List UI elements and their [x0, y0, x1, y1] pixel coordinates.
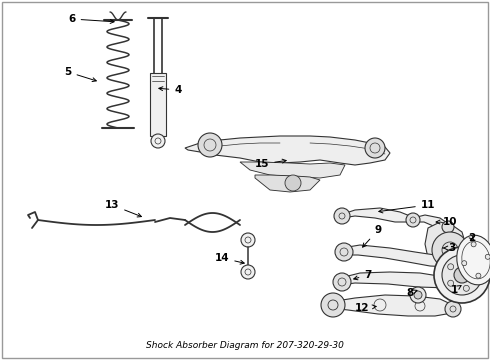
Circle shape: [442, 255, 458, 271]
Text: 5: 5: [64, 67, 97, 82]
Polygon shape: [340, 208, 415, 222]
Text: 3: 3: [443, 243, 456, 253]
Circle shape: [476, 273, 481, 278]
Circle shape: [462, 261, 467, 266]
Text: 10: 10: [436, 217, 457, 227]
Text: 13: 13: [105, 200, 142, 217]
Polygon shape: [413, 215, 450, 230]
Text: 7: 7: [354, 270, 372, 280]
Text: 8: 8: [406, 288, 417, 298]
Circle shape: [442, 221, 454, 233]
Circle shape: [241, 233, 255, 247]
Circle shape: [434, 247, 490, 303]
Circle shape: [442, 255, 482, 295]
Circle shape: [445, 301, 461, 317]
Circle shape: [321, 293, 345, 317]
Circle shape: [198, 133, 222, 157]
Circle shape: [448, 264, 454, 270]
Text: 1: 1: [450, 285, 461, 295]
Circle shape: [473, 272, 479, 278]
Circle shape: [485, 254, 490, 259]
Polygon shape: [425, 222, 465, 272]
Circle shape: [432, 232, 468, 268]
Ellipse shape: [457, 235, 490, 285]
Circle shape: [241, 265, 255, 279]
Circle shape: [334, 208, 350, 224]
Polygon shape: [185, 136, 390, 165]
Polygon shape: [340, 272, 453, 288]
Circle shape: [151, 134, 165, 148]
Text: 6: 6: [69, 14, 114, 24]
Polygon shape: [240, 162, 345, 178]
Circle shape: [414, 291, 422, 299]
Text: 12: 12: [355, 303, 376, 313]
Text: Shock Absorber Diagram for 207-320-29-30: Shock Absorber Diagram for 207-320-29-30: [146, 341, 344, 350]
Text: 2: 2: [468, 233, 476, 243]
Circle shape: [448, 280, 454, 286]
Text: 14: 14: [215, 253, 244, 264]
Polygon shape: [150, 73, 166, 136]
Circle shape: [285, 175, 301, 191]
Circle shape: [471, 242, 476, 247]
Circle shape: [444, 278, 458, 292]
Polygon shape: [342, 245, 452, 267]
Circle shape: [410, 287, 426, 303]
Circle shape: [464, 285, 469, 291]
Circle shape: [365, 138, 385, 158]
Text: 11: 11: [379, 200, 435, 213]
Text: 4: 4: [159, 85, 182, 95]
Polygon shape: [255, 175, 320, 192]
Circle shape: [335, 243, 353, 261]
Circle shape: [333, 273, 351, 291]
Polygon shape: [330, 295, 455, 316]
Text: 15: 15: [255, 159, 286, 169]
Text: 9: 9: [363, 225, 382, 247]
Circle shape: [464, 259, 469, 265]
Circle shape: [454, 267, 470, 283]
Circle shape: [406, 213, 420, 227]
